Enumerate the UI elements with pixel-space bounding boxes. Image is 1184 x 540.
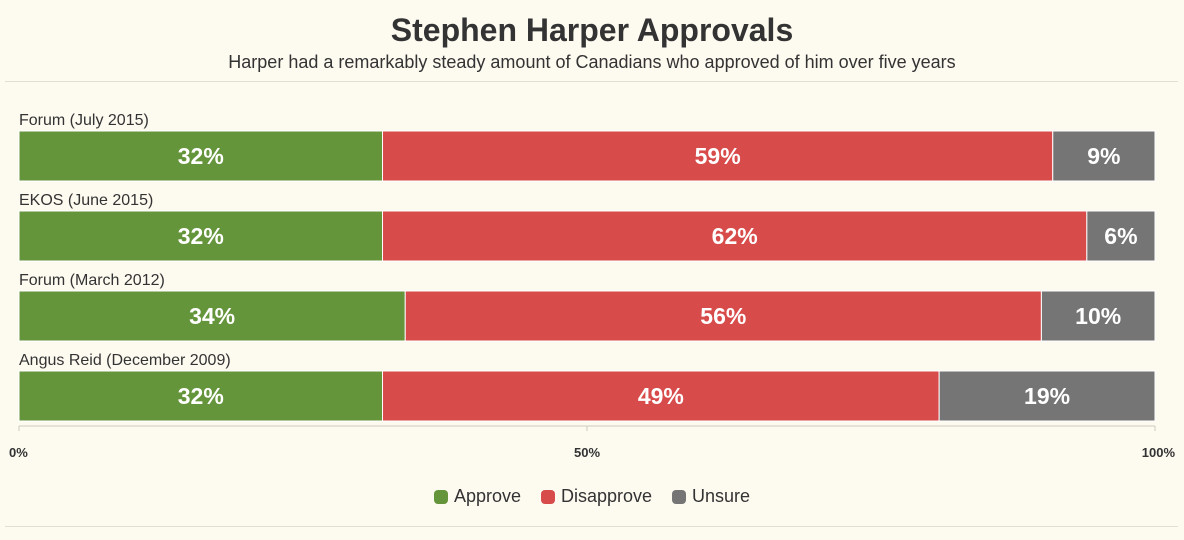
legend-label-unsure: Unsure [692,486,751,506]
legend-label-disapprove: Disapprove [560,486,653,506]
bar-segment-unsure [1040,290,1156,342]
bar-value-label: 10% [1075,303,1121,329]
chart-subtitle: Harper had a remarkably steady amount of… [228,52,956,72]
bar-value-label: 32% [178,383,224,409]
stacked-bar-chart: Forum (July 2015) 32% 59% 9% EKOS (June 2015… [9,112,1176,460]
bar-value-label: 6% [1104,223,1137,249]
chart-legend: Approve Disapprove Unsure [0,486,1184,507]
bar-segment-disapprove [382,370,940,422]
bar-segment-disapprove [382,130,1054,182]
bar-value-label: 49% [638,383,684,409]
category-label: Angus Reid (December 2009) [19,352,231,369]
legend-swatch-disapprove [540,489,555,504]
x-tick-label: 0% [9,445,28,460]
bar-segment-approve [18,130,384,182]
bar-segment-disapprove [382,210,1088,262]
header-divider [5,81,1178,82]
x-tick-label: 100% [1142,445,1176,460]
bar-value-label: 32% [178,223,224,249]
bar-segment-unsure [1052,130,1156,182]
bar-value-label: 32% [178,143,224,169]
footer-divider [5,526,1178,527]
chart-title: Stephen Harper Approvals [390,12,794,48]
bar-value-label: 34% [189,303,235,329]
legend-item-approve: Approve [433,486,521,507]
bar-segment-unsure [1086,210,1156,262]
bar-segment-unsure [938,370,1156,422]
legend-item-unsure: Unsure [672,486,750,507]
bar-value-label: 56% [700,303,746,329]
x-tick-label: 50% [574,445,600,460]
bar-segment-approve [18,370,384,422]
category-label: Forum (March 2012) [19,272,165,289]
bar-value-label: 62% [712,223,758,249]
bar-segment-approve [18,290,406,342]
legend-swatch-unsure [672,489,687,504]
bar-value-label: 19% [1024,383,1070,409]
category-label: EKOS (June 2015) [19,192,153,209]
legend-swatch-approve [433,489,448,504]
legend-item-disapprove: Disapprove [540,486,653,507]
bar-value-label: 59% [695,143,741,169]
category-label: Forum (July 2015) [19,112,149,129]
bar-segment-approve [18,210,384,262]
legend-label-approve: Approve [453,486,521,506]
bar-value-label: 9% [1087,143,1120,169]
